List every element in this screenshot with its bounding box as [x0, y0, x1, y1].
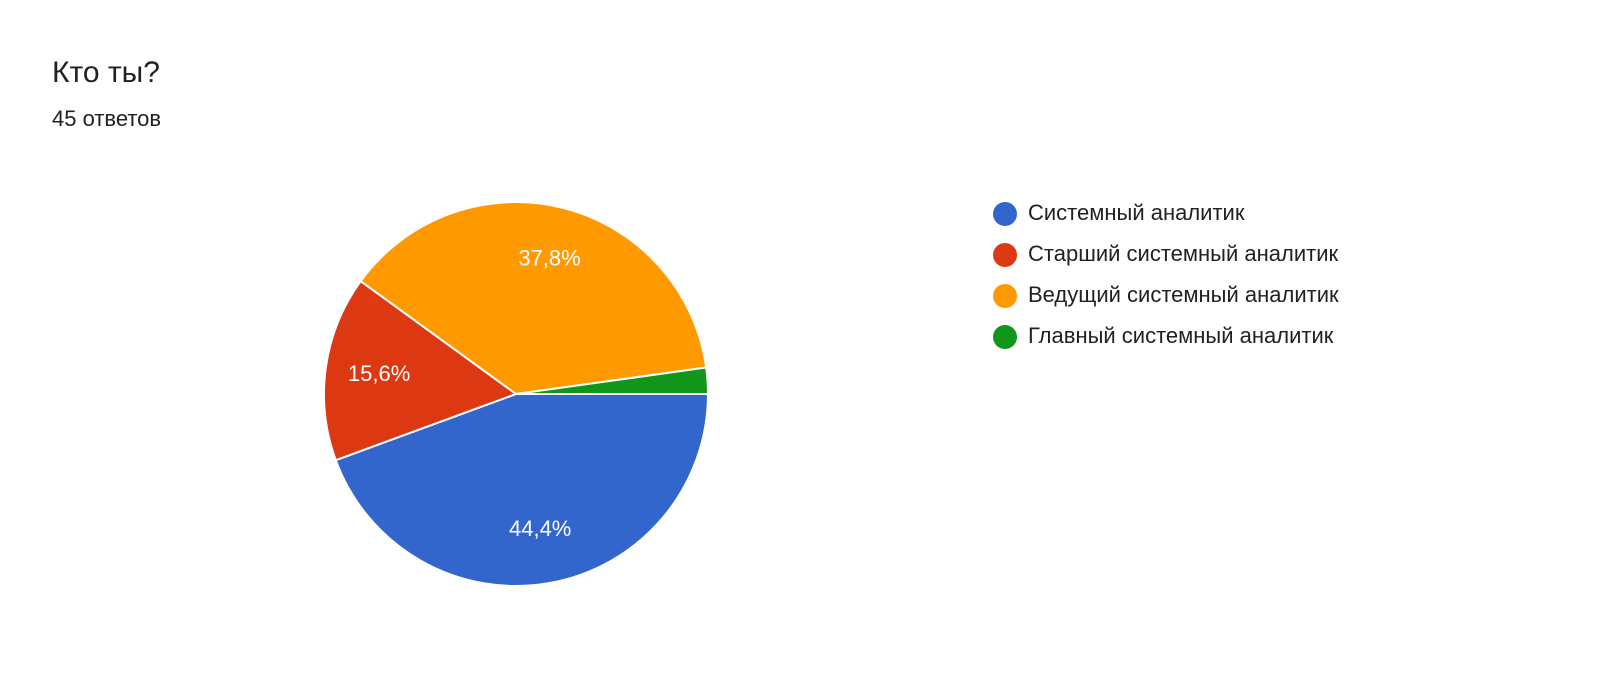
pie-slice [334, 393, 710, 587]
chart-subtitle: 45 ответов [52, 106, 161, 131]
legend-swatch [993, 243, 1017, 267]
chart-title: Кто ты? [52, 56, 160, 89]
legend-label: Старший системный аналитик [1028, 241, 1338, 266]
data-label: 15,6% [348, 361, 410, 386]
data-label: 37,8% [518, 246, 580, 271]
pie-slice [359, 201, 708, 396]
legend-swatch [993, 284, 1017, 308]
pie-slice [323, 279, 519, 462]
legend-label: Системный аналитик [1028, 200, 1245, 225]
legend-swatch [993, 202, 1017, 226]
legend-label: Главный системный аналитик [1028, 323, 1334, 348]
legend-swatch [993, 325, 1017, 349]
data-label: 44,4% [509, 516, 571, 541]
legend-label: Ведущий системный аналитик [1028, 282, 1339, 307]
pie-slice [515, 366, 710, 395]
